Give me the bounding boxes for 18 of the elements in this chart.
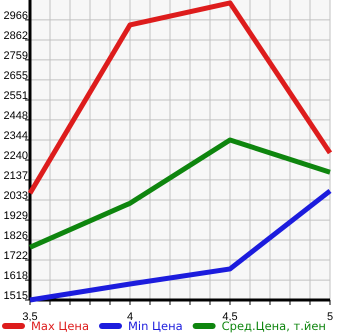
x-tick-label: 5 [326,311,334,324]
y-tick-label: 2448 [4,110,28,122]
y-tick-label: 2551 [4,90,28,102]
y-tick-label: 2137 [4,170,28,182]
y-tick-label: 1618 [4,270,28,282]
y-tick-label: 1722 [4,250,28,262]
y-tick-label: 1515 [4,290,28,302]
y-tick-label: 2240 [4,150,28,162]
y-tick-label: 2344 [4,130,28,142]
legend-label: Min Цена [128,319,183,333]
y-tick-label: 1929 [4,210,28,222]
y-tick-label: 2759 [4,50,28,62]
legend-label: Max Цена [31,319,89,333]
y-tick-label: 2966 [4,10,28,22]
y-tick-label: 1826 [4,230,28,242]
y-tick-label: 2655 [4,70,28,82]
y-tick-label: 2033 [4,190,28,202]
y-tick-label: 2862 [4,30,28,42]
